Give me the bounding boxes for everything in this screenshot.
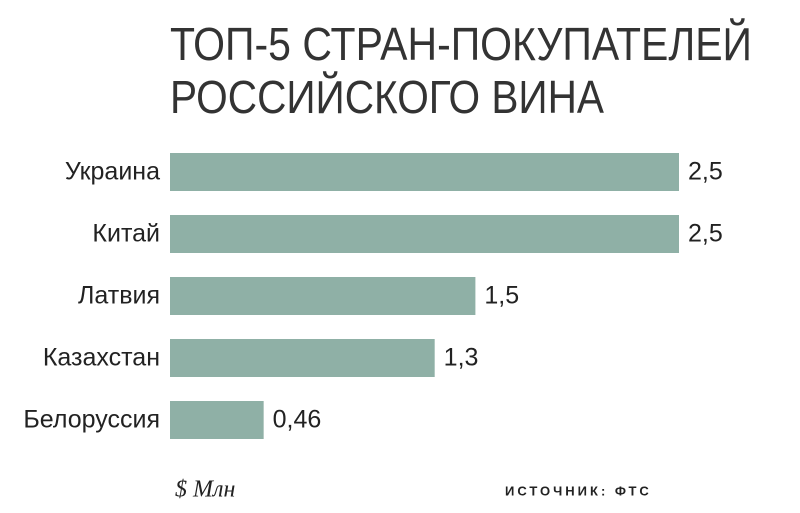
category-label: Китай [92,220,160,248]
bar [170,401,264,439]
category-label: Латвия [78,282,160,310]
category-label: Казахстан [43,344,160,372]
bar [170,277,476,315]
value-label: 2,5 [688,220,723,248]
bar [170,215,679,253]
bar [170,339,435,377]
value-label: 0,46 [273,406,322,434]
value-label: 2,5 [688,158,723,186]
value-label: 1,5 [484,282,519,310]
chart-title: РОССИЙСКОГО ВИНА [170,71,604,123]
category-label: Белоруссия [23,406,160,434]
bar [170,153,679,191]
category-label: Украина [65,158,160,186]
unit-label: $ Млн [175,477,235,503]
value-label: 1,3 [444,344,479,372]
chart-title: ТОП-5 СТРАН-ПОКУПАТЕЛЕЙ [170,18,752,70]
source: ИСТОЧНИК: ФТС [505,483,652,498]
